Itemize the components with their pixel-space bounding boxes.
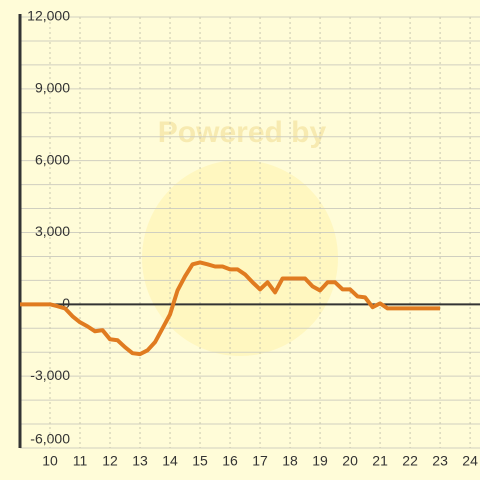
x-tick-label: 16 (222, 453, 238, 469)
x-tick-label: 20 (342, 453, 358, 469)
y-tick-label: 3,000 (35, 223, 70, 239)
x-tick-label: 18 (282, 453, 298, 469)
watermark: Powered by (158, 116, 327, 149)
y-tick-label: 0 (62, 295, 70, 311)
y-tick-label: 9,000 (35, 80, 70, 96)
y-tick-label: 6,000 (35, 151, 70, 167)
x-tick-label: 11 (73, 453, 88, 469)
x-tick-label: 19 (312, 453, 328, 469)
x-tick-label: 24 (462, 453, 478, 469)
x-tick-label: 14 (162, 453, 178, 469)
y-tick-label: 12,000 (27, 8, 70, 24)
x-tick-label: 10 (42, 453, 58, 469)
watermark-logo (142, 160, 338, 356)
x-tick-label: 15 (192, 453, 208, 469)
x-tick-label: 17 (252, 453, 268, 469)
x-tick-label: 22 (402, 453, 418, 469)
x-tick-label: 12 (102, 453, 118, 469)
x-tick-label: 13 (132, 453, 148, 469)
x-tick-label: 23 (432, 453, 448, 469)
y-tick-label: -3,000 (30, 367, 70, 383)
x-tick-label: 21 (372, 453, 388, 469)
data-line (20, 260, 441, 357)
